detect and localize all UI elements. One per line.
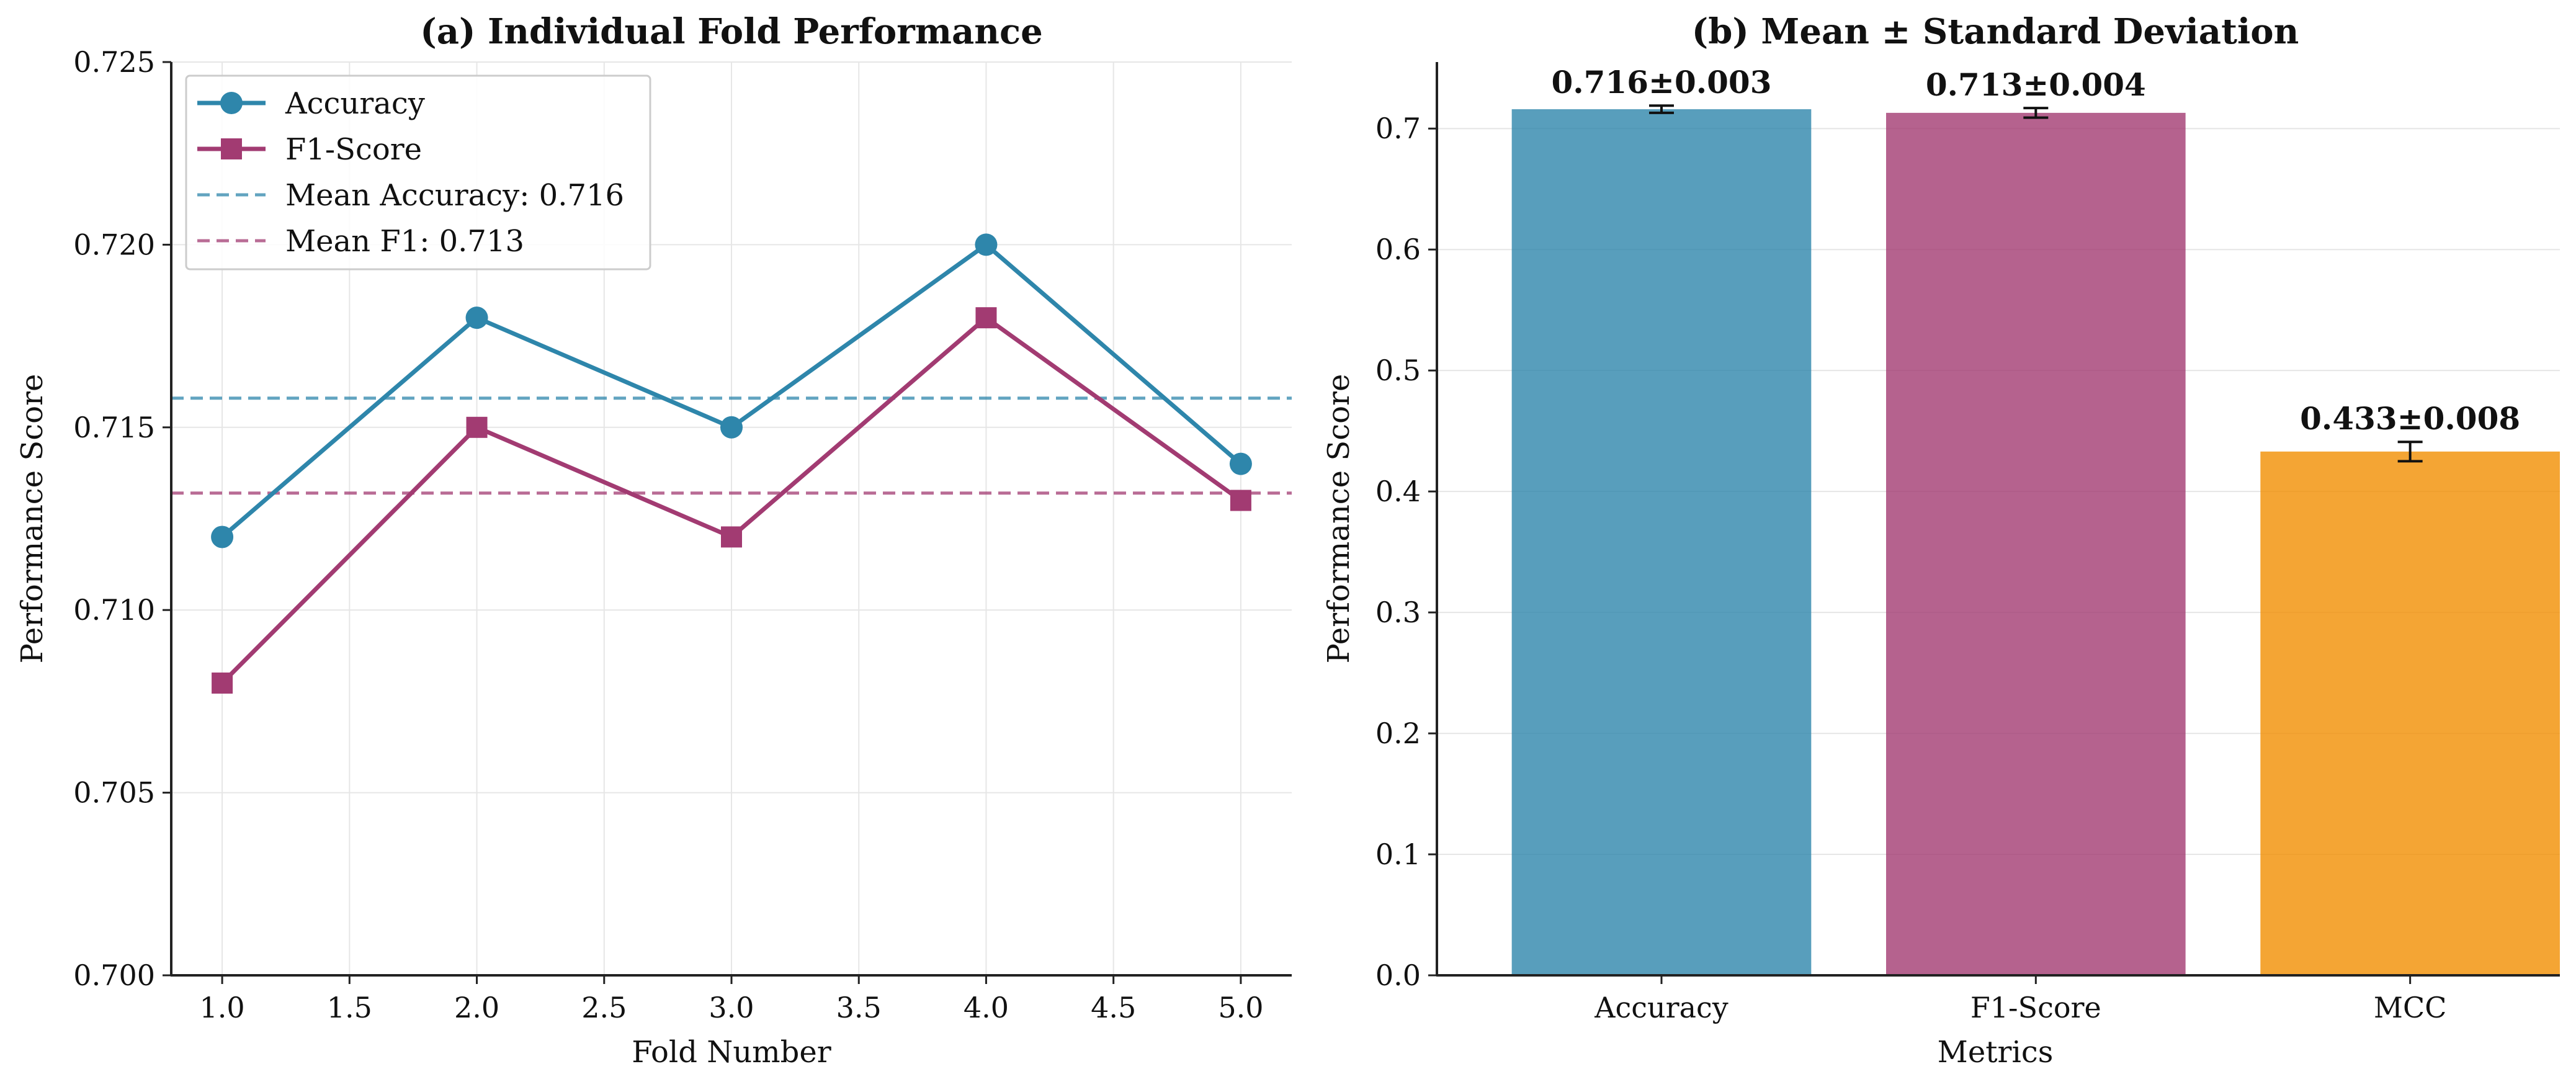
legend-frame <box>185 74 651 271</box>
legend-item-label: Accuracy <box>285 86 425 121</box>
panel-a-y-axis-label: Performance Score <box>15 374 50 664</box>
data-point <box>1229 452 1252 475</box>
panel-b-axes <box>1436 62 2560 977</box>
bar-data-label: 0.713±0.004 <box>1926 66 2146 103</box>
panel-b-x-axis-label: Metrics <box>1938 1035 2054 1070</box>
panel-a-series <box>211 233 1252 694</box>
x-tick-label: 4.0 <box>964 991 1009 1024</box>
data-point <box>720 416 743 439</box>
x-tick-label: 1.0 <box>200 991 245 1024</box>
y-tick-label: 0.7 <box>1375 112 1421 145</box>
y-tick-label: 0.3 <box>1375 596 1421 629</box>
panel-b-bar-chart: 0.716±0.003 0.713±0.004 0.433±0.008 Accura… <box>1322 11 2560 1070</box>
panel-a-x-axis-label: Fold Number <box>632 1035 831 1070</box>
y-tick-label: 0.720 <box>73 228 155 261</box>
x-tick-label: F1-Score <box>1970 991 2101 1024</box>
legend-item-label: Mean F1: 0.713 <box>285 224 524 259</box>
x-tick-label: 3.5 <box>836 991 882 1024</box>
bar <box>1886 112 2186 975</box>
data-point <box>1230 490 1251 511</box>
y-tick-label: 0.4 <box>1375 475 1421 508</box>
panel-a-reference-lines <box>171 396 1292 495</box>
y-tick-label: 0.705 <box>73 776 155 810</box>
x-tick-label: 4.5 <box>1091 991 1136 1024</box>
x-tick-label: 2.5 <box>581 991 627 1024</box>
data-point <box>466 416 488 438</box>
legend-item-label: Mean Accuracy: 0.716 <box>285 178 624 213</box>
legend-item-label: F1-Score <box>285 132 422 167</box>
y-tick-label: 0.6 <box>1375 233 1421 266</box>
data-point <box>721 526 742 548</box>
x-tick-label: 1.5 <box>327 991 372 1024</box>
data-point <box>975 233 998 256</box>
panel-b-bars <box>1511 109 2560 975</box>
panel-a-y-ticks: 0.700 0.705 0.710 0.715 0.720 0.725 <box>73 45 171 992</box>
bar <box>1511 109 1812 975</box>
x-tick-label: MCC <box>2374 991 2447 1024</box>
legend-marker <box>221 138 242 159</box>
y-tick-label: 0.2 <box>1375 717 1421 750</box>
y-tick-label: 0.0 <box>1375 959 1421 992</box>
panel-b-data-labels: 0.716±0.003 0.713±0.004 0.433±0.008 <box>1551 64 2520 437</box>
bar <box>2260 451 2560 975</box>
panel-b-x-ticks: Accuracy F1-Score MCC <box>1594 975 2446 1024</box>
bar-data-label: 0.433±0.008 <box>2300 400 2520 437</box>
y-tick-label: 0.5 <box>1375 354 1421 387</box>
x-tick-label: 3.0 <box>709 991 754 1024</box>
panel-a-x-ticks: 1.0 1.5 2.0 2.5 3.0 3.5 4.0 4.5 5.0 <box>200 975 1263 1024</box>
data-point <box>465 306 488 329</box>
panel-b-title: (b) Mean ± Standard Deviation <box>1692 11 2299 52</box>
panel-b-y-axis-label: Performance Score <box>1322 374 1356 664</box>
x-tick-label: 5.0 <box>1218 991 1263 1024</box>
x-tick-label: 2.0 <box>454 991 499 1024</box>
x-tick-label: Accuracy <box>1594 991 1729 1024</box>
y-tick-label: 0.725 <box>73 45 155 79</box>
y-tick-label: 0.1 <box>1375 838 1421 871</box>
bar-data-label: 0.716±0.003 <box>1551 64 1771 101</box>
panel-a-title: (a) Individual Fold Performance <box>420 11 1043 52</box>
data-point <box>975 307 997 329</box>
panel-b-y-ticks: 0.0 0.1 0.2 0.3 0.4 0.5 0.6 0.7 <box>1375 112 1437 992</box>
y-tick-label: 0.715 <box>73 411 155 444</box>
panel-a-line-chart: 1.0 1.5 2.0 2.5 3.0 3.5 4.0 4.5 5.0 0.7000.7050.… <box>15 11 1292 1070</box>
panel-a-legend: Accuracy F1-Score Mean Accuracy: 0.716 Mean… <box>185 74 651 271</box>
legend-marker <box>220 92 243 114</box>
y-tick-label: 0.700 <box>73 959 155 992</box>
panel-b-error-bars <box>1649 104 2423 463</box>
data-point <box>211 526 234 548</box>
data-point <box>212 672 233 694</box>
y-tick-label: 0.710 <box>73 593 155 627</box>
